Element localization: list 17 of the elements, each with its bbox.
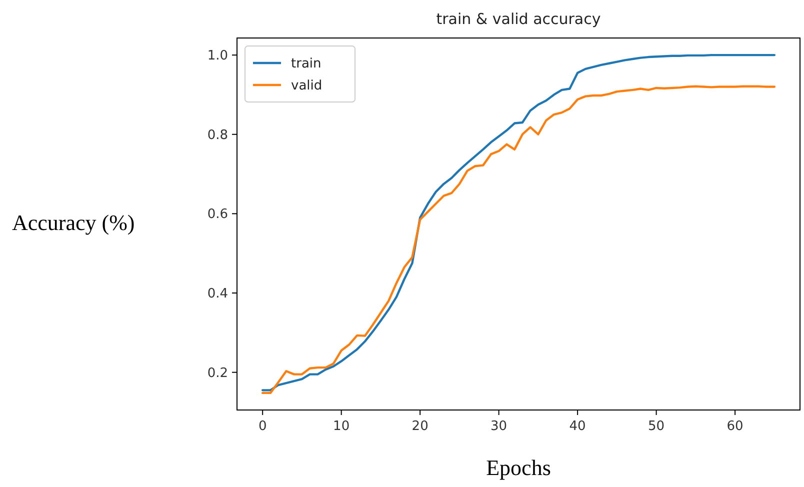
x-tick-label: 60 bbox=[726, 419, 744, 434]
y-tick-label: 0.6 bbox=[207, 207, 228, 222]
legend-label: train bbox=[291, 56, 322, 72]
y-axis-title: Accuracy (%) bbox=[12, 210, 135, 235]
y-tick-label: 1.0 bbox=[207, 48, 228, 64]
legend-label: valid bbox=[291, 78, 322, 94]
x-tick-label: 20 bbox=[412, 419, 428, 434]
y-tick-label: 0.4 bbox=[207, 286, 228, 302]
x-tick-label: 50 bbox=[648, 419, 665, 434]
x-axis-title: Epochs bbox=[486, 455, 551, 480]
x-tick-label: 10 bbox=[333, 419, 350, 434]
x-tick-label: 30 bbox=[490, 419, 508, 434]
x-tick-label: 0 bbox=[258, 419, 267, 434]
y-tick-label: 0.2 bbox=[207, 366, 228, 381]
x-tick-label: 40 bbox=[569, 419, 586, 434]
y-tick-label: 0.8 bbox=[207, 128, 228, 143]
chart-title: train & valid accuracy bbox=[436, 10, 601, 28]
